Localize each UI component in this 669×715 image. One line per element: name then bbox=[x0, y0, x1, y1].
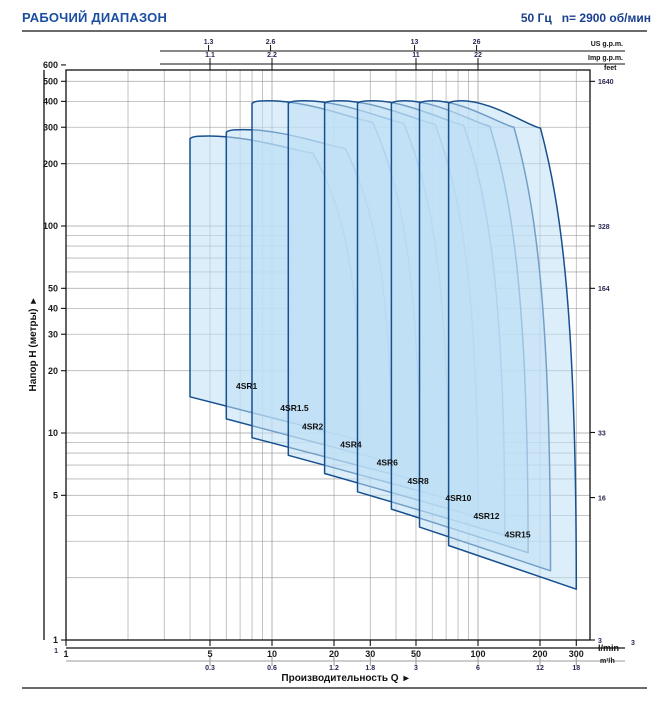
y-tick-label: 400 bbox=[43, 97, 58, 107]
x-m3h-tick-label: 6 bbox=[476, 665, 480, 672]
pump-band-4sr15[interactable] bbox=[447, 100, 578, 590]
lmin-unit-label: l/min bbox=[598, 643, 619, 653]
y-right-tick-label: 328 bbox=[598, 224, 610, 231]
y-tick-label: 600 bbox=[43, 60, 58, 70]
y-right-tick-label: 3 bbox=[598, 638, 602, 645]
curve-label-4sr8: 4SR8 bbox=[408, 476, 430, 486]
y-tick-label: 40 bbox=[48, 304, 58, 314]
curve-label-4sr1-5: 4SR1.5 bbox=[280, 403, 309, 413]
x-tick-label: 100 bbox=[470, 649, 485, 659]
y-tick-label: 1 bbox=[53, 635, 58, 645]
x-tick-label: 30 bbox=[365, 649, 375, 659]
speed-label: n= 2900 об/мин bbox=[561, 11, 651, 25]
curve-label-4sr1: 4SR1 bbox=[236, 381, 258, 391]
x-origin-mark: 1 bbox=[54, 648, 58, 655]
plot-frame bbox=[65, 69, 591, 641]
x-top-imp-tick-label: 2.2 bbox=[267, 52, 277, 59]
y-tick-label: 10 bbox=[48, 428, 58, 438]
curve-label-4sr10: 4SR10 bbox=[445, 493, 471, 503]
m3h-unit-label: m³/h bbox=[600, 658, 615, 665]
x-tick-label: 1 bbox=[63, 649, 68, 659]
curve-label-4sr12: 4SR12 bbox=[474, 511, 500, 521]
x-top-imp-tick-label: 22 bbox=[474, 52, 482, 59]
y-right-bottom-mark: 3 bbox=[631, 640, 635, 647]
y-axis-title: Напор H (метры)▸ bbox=[28, 298, 39, 392]
y-tick-label: 300 bbox=[43, 122, 58, 132]
x-tick-label: 300 bbox=[569, 649, 584, 659]
y-tick-label: 200 bbox=[43, 159, 58, 169]
y-tick-label: 100 bbox=[43, 221, 58, 231]
page-title: РАБОЧИЙ ДИАПАЗОН bbox=[22, 10, 168, 25]
x-m3h-tick-label: 1.8 bbox=[365, 665, 375, 672]
x-m3h-tick-label: 0.6 bbox=[267, 665, 277, 672]
pump-range-bands bbox=[189, 99, 578, 590]
curve-label-4sr6: 4SR6 bbox=[377, 458, 399, 468]
x-top-us-tick-label: 1.3 bbox=[204, 39, 214, 46]
y-tick-label: 5 bbox=[53, 491, 58, 501]
x-tick-label: 10 bbox=[267, 649, 277, 659]
x-axis-title: Производительность Q ▸ bbox=[281, 673, 409, 684]
header-specs: 50 Гц n= 2900 об/мин bbox=[521, 11, 651, 25]
y-right-tick-label: 164 bbox=[598, 286, 610, 293]
y-tick-label: 30 bbox=[48, 329, 58, 339]
x-top-imp-tick-label: 1.1 bbox=[205, 52, 215, 59]
us-gpm-unit-label: US g.p.m. bbox=[591, 41, 623, 48]
x-m3h-tick-label: 3 bbox=[414, 665, 418, 672]
curve-label-4sr2: 4SR2 bbox=[302, 422, 324, 432]
x-m3h-tick-label: 1.2 bbox=[329, 665, 339, 672]
x-m3h-tick-label: 12 bbox=[536, 665, 544, 672]
x-top-us-tick-label: 26 bbox=[473, 39, 481, 46]
curve-label-4sr4: 4SR4 bbox=[340, 439, 362, 449]
axis-tick-labels: 6005004003002001005040302010511640328164… bbox=[43, 39, 635, 672]
y-right-tick-label: 33 bbox=[598, 430, 606, 437]
curve-label-4sr15: 4SR15 bbox=[505, 530, 531, 540]
x-top-us-tick-label: 2.6 bbox=[266, 39, 276, 46]
y-tick-label: 20 bbox=[48, 366, 58, 376]
feet-unit-label: feet bbox=[604, 65, 617, 72]
x-tick-label: 50 bbox=[411, 649, 421, 659]
imp-gpm-unit-label: Imp g.p.m. bbox=[588, 55, 623, 62]
x-tick-label: 200 bbox=[532, 649, 547, 659]
y-tick-label: 500 bbox=[43, 77, 58, 87]
x-top-imp-tick-label: 11 bbox=[412, 52, 420, 59]
x-top-us-tick-label: 13 bbox=[411, 39, 419, 46]
x-tick-label: 20 bbox=[329, 649, 339, 659]
y-tick-label: 50 bbox=[48, 284, 58, 294]
x-tick-label: 5 bbox=[207, 649, 212, 659]
y-right-tick-label: 1640 bbox=[598, 79, 614, 86]
x-m3h-tick-label: 18 bbox=[572, 665, 580, 672]
frequency-label: 50 Гц bbox=[520, 11, 552, 25]
y-right-tick-label: 16 bbox=[598, 495, 606, 502]
x-m3h-tick-label: 0.3 bbox=[205, 665, 215, 672]
